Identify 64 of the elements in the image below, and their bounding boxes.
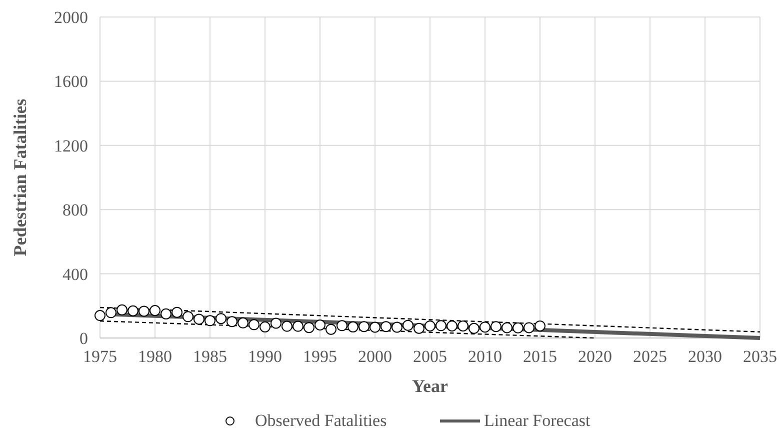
point — [512, 322, 524, 334]
point — [480, 322, 490, 333]
x-tick-label: 2010 — [468, 347, 502, 366]
x-tick-label: 2030 — [688, 347, 722, 366]
legend-label: Observed Fatalities — [255, 411, 387, 430]
point — [458, 320, 468, 332]
point — [392, 322, 402, 333]
y-tick-label: 800 — [62, 200, 88, 220]
point — [248, 319, 260, 330]
point — [204, 315, 216, 326]
point — [524, 322, 534, 334]
point — [226, 316, 238, 328]
point — [116, 304, 128, 316]
x-tick-label: 1990 — [248, 347, 282, 366]
x-tick-label: 1995 — [303, 347, 337, 366]
x-tick-label: 1975 — [83, 347, 117, 366]
x-tick-label: 2000 — [358, 347, 392, 366]
point — [292, 320, 304, 332]
y-tick-label: 1600 — [54, 72, 88, 92]
point — [182, 311, 194, 322]
point — [138, 306, 150, 317]
point — [336, 320, 348, 332]
point — [402, 320, 414, 331]
point — [238, 317, 248, 328]
point — [314, 320, 326, 330]
point — [94, 310, 106, 322]
x-tick-label: 1985 — [193, 347, 227, 366]
point — [326, 324, 336, 335]
point — [370, 322, 380, 333]
point — [436, 320, 446, 332]
y-tick-label: 0 — [80, 328, 88, 348]
legend-label: Linear Forecast — [484, 411, 590, 430]
point — [304, 322, 314, 334]
point — [446, 320, 458, 332]
point — [150, 305, 160, 316]
point — [106, 307, 116, 318]
y-tick-label: 2000 — [54, 8, 88, 27]
point — [414, 322, 424, 334]
point — [128, 305, 138, 316]
point — [282, 320, 292, 332]
point — [216, 313, 226, 324]
point — [270, 318, 282, 329]
x-tick-label: 2035 — [743, 347, 777, 366]
y-tick-label: 1200 — [54, 136, 88, 156]
point — [380, 321, 392, 332]
x-tick-label: 1980 — [138, 347, 172, 366]
point — [358, 321, 370, 332]
point — [490, 321, 502, 332]
point — [172, 306, 182, 318]
point — [194, 314, 204, 325]
y-tick-label: 400 — [62, 264, 88, 284]
point — [424, 320, 436, 332]
point — [260, 321, 270, 332]
point — [502, 322, 512, 334]
x-tick-label: 2015 — [523, 347, 557, 366]
point — [534, 320, 546, 332]
x-tick-label: 2025 — [633, 347, 667, 366]
x-axis-title: Year — [412, 376, 448, 396]
point — [468, 322, 480, 334]
y-axis-title: Pedestrian Fatalities — [10, 98, 30, 256]
x-tick-label: 2005 — [413, 347, 447, 366]
point — [160, 308, 172, 320]
point — [348, 321, 358, 332]
x-tick-label: 2020 — [578, 347, 612, 366]
